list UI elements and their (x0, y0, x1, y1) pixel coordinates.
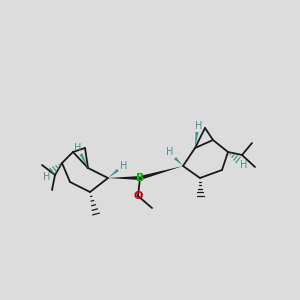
Polygon shape (80, 153, 88, 168)
Text: H: H (240, 160, 248, 170)
Text: B: B (136, 173, 144, 183)
Polygon shape (195, 132, 199, 148)
Text: H: H (166, 147, 174, 157)
Text: O: O (133, 191, 143, 201)
Text: H: H (195, 121, 203, 131)
Polygon shape (140, 166, 183, 180)
Text: H: H (120, 161, 128, 171)
Text: H: H (43, 172, 51, 182)
Polygon shape (108, 176, 140, 180)
Polygon shape (174, 157, 183, 166)
Text: H: H (74, 143, 82, 153)
Polygon shape (108, 169, 119, 178)
